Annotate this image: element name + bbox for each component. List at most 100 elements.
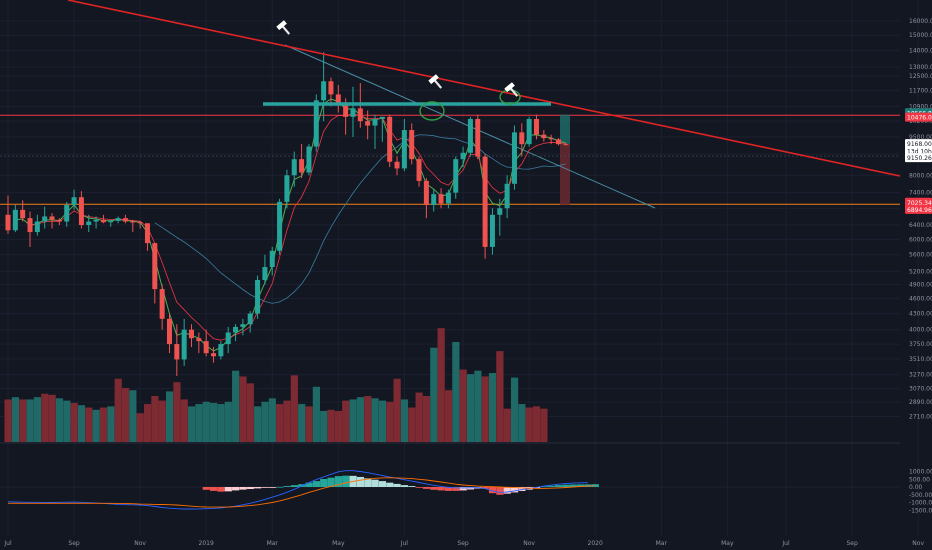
macd-histogram-bar — [444, 487, 453, 491]
volume-bar — [224, 401, 232, 442]
macd-histogram-bar — [312, 481, 320, 487]
time-tick-label: Sep — [68, 540, 80, 547]
price-tick-label: 6000.00 — [909, 236, 932, 243]
hammer-icon — [504, 82, 519, 97]
volume-bar — [85, 407, 93, 442]
macd-histogram-bar — [503, 487, 511, 494]
macd-tick-label: 1000.00 — [909, 469, 932, 476]
volume-bar — [334, 410, 342, 442]
chart-drawings[interactable] — [0, 44, 900, 209]
macd-histogram-bar — [378, 481, 387, 487]
volume-bar — [400, 399, 409, 442]
candle-body — [387, 116, 393, 162]
macd-tick-label: -1000.00 — [909, 500, 932, 507]
price-tick-label: 12500.00 — [909, 73, 932, 80]
macd-histogram-bar — [276, 486, 284, 488]
volume-bar — [239, 376, 247, 442]
candle-body — [27, 218, 33, 233]
volume-bar — [444, 390, 453, 442]
volume-bar — [422, 396, 431, 442]
volume-bar — [180, 399, 188, 442]
candle-body — [306, 146, 312, 173]
projection-box-down — [560, 144, 570, 206]
volume-bar — [452, 341, 460, 442]
price-tick-label: 11700.00 — [909, 88, 932, 95]
price-tick-label: 2710.00 — [909, 413, 932, 420]
volume-bar — [481, 376, 489, 442]
candle-body — [115, 218, 121, 221]
ma-line-green — [15, 98, 566, 352]
price-axis[interactable]: 16000.00 15000.00 14000.00 13000.00 12500.00… — [909, 18, 932, 421]
candle-body — [130, 221, 136, 223]
time-axis[interactable]: Jul Sep Nov 2019 Mar May Jul Sep Nov 2020 Mar May Ju… — [3, 540, 932, 547]
volume-bar — [474, 370, 482, 442]
volume-bar — [496, 351, 504, 442]
candle-body — [416, 159, 422, 181]
time-tick-label: Mar — [656, 540, 668, 547]
macd-histogram-bar — [459, 487, 467, 491]
volume-bar — [254, 406, 262, 442]
candle-body — [438, 194, 444, 204]
volume-bar — [371, 398, 379, 442]
macd-histogram-bar — [569, 484, 577, 487]
time-tick-label: Mar — [267, 540, 279, 547]
highlight-ellipse — [499, 89, 521, 105]
hammer-handle — [509, 87, 519, 97]
macd-histogram-bar — [408, 486, 416, 487]
price-label-bg — [905, 204, 932, 214]
candle-body — [350, 108, 356, 117]
volume-bar — [70, 402, 78, 442]
macd-histogram-bar — [290, 485, 298, 487]
price-label-bg — [905, 139, 932, 149]
volume-bar — [408, 407, 416, 442]
macd-histogram-bar — [254, 487, 262, 489]
macd-histogram-bar — [422, 487, 431, 489]
candle-body — [152, 243, 158, 290]
candle-body — [541, 134, 547, 139]
candle-body — [460, 152, 466, 160]
volume-bar — [129, 390, 137, 442]
macd-histogram-bar — [283, 486, 291, 487]
price-tick-label: 4900.00 — [909, 281, 932, 288]
candle-body — [20, 209, 26, 219]
macd-histogram-bar — [400, 485, 409, 487]
macd-histogram-bar — [210, 487, 218, 491]
volume-bar — [92, 409, 100, 442]
macd-histogram-bar — [386, 482, 394, 487]
candle-body — [218, 344, 224, 357]
volume-bar — [202, 401, 210, 442]
volume-bar — [342, 400, 350, 442]
annotation-drawings[interactable] — [67, 0, 901, 177]
macd-histogram-bar — [305, 482, 313, 487]
volume-bar — [459, 369, 467, 442]
volume-bar — [540, 408, 548, 442]
macd-histogram-bar — [393, 483, 401, 487]
volume-bar — [415, 392, 423, 442]
macd-histogram-bar — [356, 476, 365, 487]
candle-body — [78, 197, 84, 225]
volume-bar — [268, 398, 276, 442]
hammer-icon — [276, 20, 291, 35]
volume-bar — [217, 404, 225, 442]
macd-histogram-bar — [327, 477, 335, 487]
candle-body — [445, 192, 451, 204]
macd-histogram-bar — [364, 478, 372, 487]
time-tick-label: 2019 — [199, 540, 214, 547]
price-label-text: 9150.26 — [907, 155, 932, 162]
macd-tick-label: 0.00 — [909, 484, 923, 491]
time-tick-label: Nov — [134, 540, 146, 547]
candle-body — [233, 326, 239, 333]
volume-bar — [210, 402, 218, 442]
volume-bar — [290, 375, 298, 442]
candle-body — [519, 132, 525, 145]
macd-tick-label: -500.00 — [909, 492, 932, 499]
candle-body — [240, 324, 246, 327]
volume-bar — [320, 410, 328, 442]
time-tick-label: Sep — [846, 540, 858, 547]
volume-bar — [312, 386, 320, 442]
price-tick-label: 9500.00 — [909, 134, 932, 141]
volume-bar — [99, 407, 108, 442]
volume-bar — [276, 404, 284, 442]
